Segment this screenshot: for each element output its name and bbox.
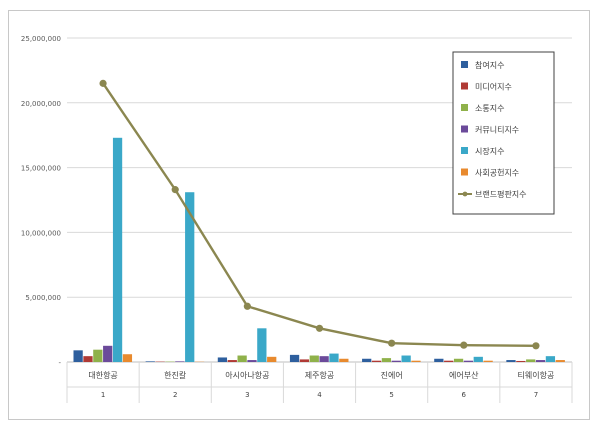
line-point-브랜드평판지수-0 xyxy=(99,79,107,87)
bar-소통지수-4 xyxy=(381,358,392,362)
line-point-브랜드평판지수-4 xyxy=(388,339,396,347)
bar-사회공헌지수-0 xyxy=(122,354,133,362)
legend-swatch-0 xyxy=(461,61,468,68)
legend-swatch-5 xyxy=(461,168,468,176)
x-rank-label-5: 6 xyxy=(462,391,467,399)
bar-미디어지수-6 xyxy=(516,360,526,362)
y-tick-label-3: 15,000,000 xyxy=(21,165,61,173)
line-point-브랜드평판지수-2 xyxy=(243,302,251,310)
bar-미디어지수-0 xyxy=(83,356,93,362)
bar-참여지수-5 xyxy=(434,358,444,362)
line-point-브랜드평판지수-6 xyxy=(532,342,540,350)
bar-시장지수-0 xyxy=(112,137,123,362)
bar-사회공헌지수-3 xyxy=(339,358,349,362)
legend-label-0: 참여지수 xyxy=(475,60,504,70)
y-tick-label-2: 10,000,000 xyxy=(21,229,61,237)
legend-swatch-3 xyxy=(461,125,468,133)
bar-커뮤니티지수-6 xyxy=(535,360,546,362)
line-point-브랜드평판지수-5 xyxy=(460,341,468,349)
bar-소통지수-5 xyxy=(453,358,464,362)
line-point-브랜드평판지수-3 xyxy=(315,324,324,332)
bar-참여지수-0 xyxy=(73,350,83,362)
bar-미디어지수-2 xyxy=(227,360,237,362)
bar-미디어지수-4 xyxy=(371,360,382,362)
legend-label-2: 소통지수 xyxy=(475,104,504,113)
bar-시장지수-5 xyxy=(473,356,483,362)
x-category-label-6: 티웨이항공 xyxy=(518,370,555,380)
bar-사회공헌지수-4 xyxy=(411,360,421,362)
bar-사회공헌지수-5 xyxy=(483,360,493,362)
bar-소통지수-3 xyxy=(309,355,319,362)
legend-label-1: 미디어지수 xyxy=(475,82,512,92)
bar-미디어지수-5 xyxy=(444,360,454,362)
y-tick-label-5: 25,000,000 xyxy=(21,35,61,43)
x-rank-label-6: 7 xyxy=(534,391,538,399)
bar-커뮤니티지수-1 xyxy=(175,361,185,362)
bar-참여지수-2 xyxy=(217,357,228,362)
bar-사회공헌지수-6 xyxy=(555,360,565,362)
y-tick-label-1: 5,000,000 xyxy=(25,294,61,302)
bar-미디어지수-3 xyxy=(299,359,310,362)
x-rank-label-0: 1 xyxy=(101,391,105,399)
x-category-label-2: 아시아나항공 xyxy=(225,370,269,380)
bar-참여지수-1 xyxy=(145,361,155,362)
bar-시장지수-3 xyxy=(329,353,339,362)
legend-line-marker-6 xyxy=(462,191,468,197)
bar-참여지수-4 xyxy=(362,358,372,362)
x-category-label-1: 한진칼 xyxy=(164,370,187,380)
bar-참여지수-3 xyxy=(289,354,300,362)
x-rank-label-3: 4 xyxy=(317,391,322,399)
bar-소통지수-6 xyxy=(526,359,536,362)
legend-swatch-1 xyxy=(461,82,468,90)
bar-커뮤니티지수-2 xyxy=(247,360,257,362)
bar-사회공헌지수-2 xyxy=(267,356,277,362)
bar-소통지수-2 xyxy=(237,355,247,362)
x-category-label-0: 대한항공 xyxy=(88,371,117,380)
legend-label-4: 시장지수 xyxy=(475,146,504,156)
x-rank-label-2: 3 xyxy=(245,391,249,399)
bar-시장지수-6 xyxy=(545,356,556,362)
y-tick-label-4: 20,000,000 xyxy=(21,100,61,108)
bar-참여지수-6 xyxy=(506,360,516,362)
bar-커뮤니티지수-0 xyxy=(103,345,113,362)
x-category-label-3: 제주항공 xyxy=(305,371,334,380)
bar-시장지수-4 xyxy=(401,355,411,362)
legend-swatch-4 xyxy=(461,147,468,154)
line-point-브랜드평판지수-1 xyxy=(171,186,179,194)
bar-커뮤니티지수-5 xyxy=(463,360,474,362)
legend-swatch-2 xyxy=(461,104,468,111)
bar-시장지수-2 xyxy=(257,328,267,362)
y-tick-label-0: - xyxy=(58,359,61,367)
bar-소통지수-0 xyxy=(93,349,103,362)
legend-label-5: 사회공헌지수 xyxy=(475,169,519,178)
x-category-label-5: 에어부산 xyxy=(449,370,479,380)
x-rank-label-1: 2 xyxy=(173,391,177,399)
chart-frame: - 5,000,000 10,000,000 15,000,000 20,000,000… xyxy=(8,10,590,420)
brand-reputation-chart: - 5,000,000 10,000,000 15,000,000 20,000,000… xyxy=(21,35,573,403)
legend-label-6: 브랜드평판지수 xyxy=(475,189,527,199)
legend-label-3: 커뮤니티지수 xyxy=(475,125,519,135)
x-rank-label-4: 5 xyxy=(389,391,393,399)
bar-시장지수-1 xyxy=(185,192,195,362)
bar-커뮤니티지수-3 xyxy=(319,356,329,362)
bar-커뮤니티지수-4 xyxy=(391,360,401,362)
x-category-label-4: 진에어 xyxy=(381,370,403,380)
legend-box xyxy=(452,51,555,215)
